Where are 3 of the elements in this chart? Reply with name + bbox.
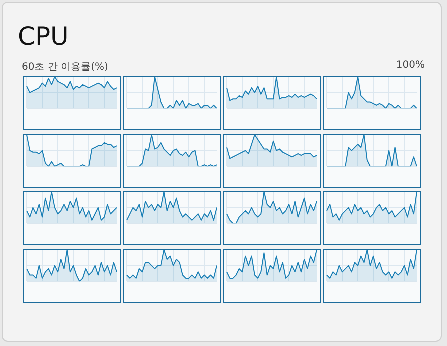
text: 100% <box>396 60 425 71</box>
text: CPU <box>18 22 69 51</box>
text: 60초 간 이용률(%) <box>22 61 108 74</box>
